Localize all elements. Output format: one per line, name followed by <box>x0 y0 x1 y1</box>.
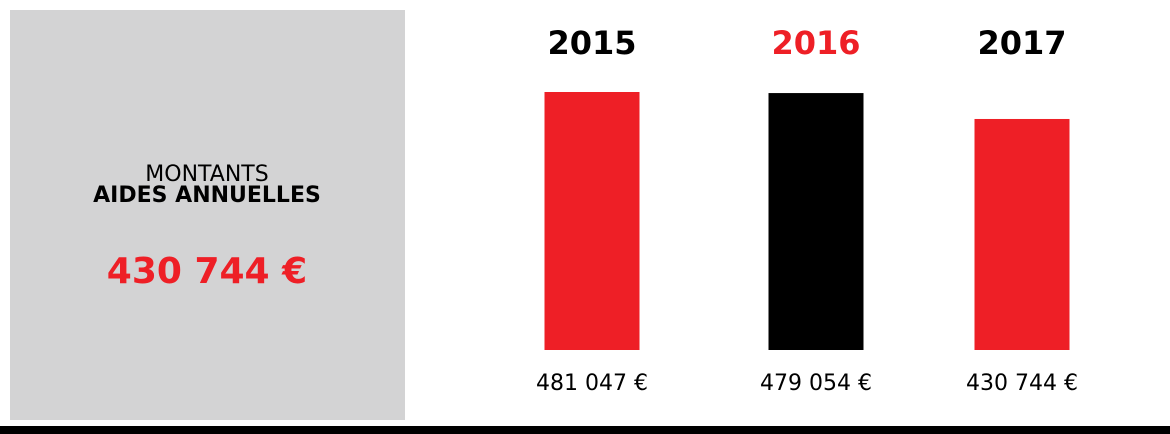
side-panel <box>10 10 405 420</box>
value-label: 481 047 € <box>536 371 648 396</box>
bottom-rule <box>0 426 1170 434</box>
year-label: 2016 <box>771 24 860 62</box>
value-label: 430 744 € <box>966 371 1078 396</box>
value-label: 479 054 € <box>760 371 872 396</box>
panel-label: MONTANTS <box>145 162 268 187</box>
bar <box>974 118 1070 351</box>
panel-label-bold: AIDES ANNUELLES <box>93 183 321 208</box>
bar <box>544 92 640 350</box>
panel-amount: 430 744 € <box>107 251 307 292</box>
year-label: 2017 <box>977 24 1066 62</box>
year-label: 2015 <box>547 24 636 62</box>
bar <box>768 93 864 350</box>
